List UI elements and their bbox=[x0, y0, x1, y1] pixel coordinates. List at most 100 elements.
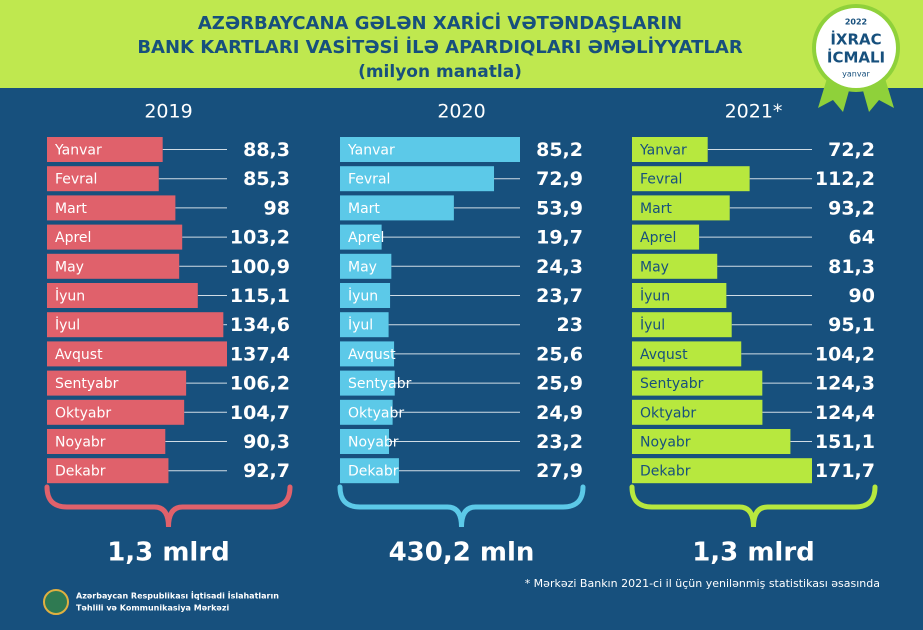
value-label: 104,2 bbox=[815, 343, 875, 365]
value-label: 103,2 bbox=[230, 227, 290, 249]
month-label: Sentyabr bbox=[55, 376, 119, 392]
bar bbox=[340, 341, 395, 367]
month-label: Avqust bbox=[55, 347, 103, 363]
month-label: Oktyabr bbox=[55, 405, 111, 421]
bar bbox=[632, 312, 732, 338]
brace bbox=[337, 484, 586, 528]
value-label: 137,4 bbox=[230, 343, 290, 365]
value-label: 72,2 bbox=[828, 139, 875, 161]
bar bbox=[340, 283, 391, 308]
month-label: Yanvar bbox=[347, 143, 395, 159]
bar bbox=[632, 253, 718, 279]
value-label: 23,2 bbox=[536, 431, 583, 453]
value-label: 151,1 bbox=[815, 431, 875, 453]
month-label: May bbox=[348, 259, 377, 275]
bar bbox=[47, 341, 227, 367]
bar bbox=[47, 253, 180, 279]
value-label: 106,2 bbox=[230, 373, 290, 395]
bar bbox=[340, 224, 382, 250]
banner bbox=[0, 0, 923, 88]
month-label: Noyabr bbox=[640, 435, 691, 451]
month-label: Noyabr bbox=[55, 435, 106, 451]
total: 1,3 mlrd bbox=[107, 538, 230, 568]
month-label: Dekabr bbox=[640, 464, 691, 480]
value-label: 93,2 bbox=[828, 197, 875, 219]
value-label: 23,7 bbox=[536, 285, 583, 307]
panel-title: 2019 bbox=[144, 101, 192, 123]
bar bbox=[340, 312, 389, 338]
value-label: 27,9 bbox=[536, 460, 583, 482]
bar bbox=[47, 195, 176, 221]
value-label: 25,6 bbox=[536, 343, 583, 365]
panel-title: 2021* bbox=[725, 101, 783, 123]
bar bbox=[47, 137, 163, 162]
footnote: * Mərkəzi Bankın 2021-ci il üçün yenilən… bbox=[525, 577, 880, 590]
bar bbox=[340, 399, 393, 425]
bar bbox=[340, 370, 395, 396]
month-label: İyun bbox=[348, 287, 378, 305]
value-label: 64 bbox=[849, 227, 875, 249]
value-label: 24,9 bbox=[536, 402, 583, 424]
month-label: Noyabr bbox=[348, 435, 399, 451]
month-label: Aprel bbox=[55, 230, 91, 246]
bar bbox=[632, 458, 812, 484]
month-label: May bbox=[55, 259, 84, 275]
organization: Azərbaycan Respublikası İqtisadi İslahat… bbox=[76, 591, 279, 601]
bar bbox=[47, 166, 159, 192]
badge-year: 2022 bbox=[845, 18, 867, 27]
month-label: İyun bbox=[640, 287, 670, 305]
value-label: 24,3 bbox=[536, 256, 583, 278]
value-label: 92,7 bbox=[243, 460, 290, 482]
panel-title: 2020 bbox=[437, 101, 485, 123]
bar bbox=[632, 224, 700, 250]
bar bbox=[632, 166, 750, 192]
bar bbox=[340, 195, 454, 221]
month-label: Aprel bbox=[640, 230, 676, 246]
month-label: Oktyabr bbox=[640, 405, 696, 421]
value-label: 90,3 bbox=[243, 431, 290, 453]
badge-text: İXRAC bbox=[830, 30, 881, 49]
value-label: 23 bbox=[557, 314, 583, 336]
value-label: 134,6 bbox=[230, 314, 290, 336]
bar bbox=[47, 458, 169, 484]
bar bbox=[632, 341, 742, 367]
value-label: 88,3 bbox=[243, 139, 290, 161]
organization: Təhlili və Kommunikasiya Mərkəzi bbox=[76, 604, 229, 613]
month-label: İyun bbox=[55, 287, 85, 305]
bar bbox=[47, 370, 187, 396]
bar bbox=[47, 224, 183, 250]
title-line: (milyon manatla) bbox=[358, 62, 522, 82]
bar bbox=[47, 283, 198, 308]
month-label: Yanvar bbox=[639, 143, 687, 159]
total: 430,2 mln bbox=[389, 538, 535, 568]
bar bbox=[632, 399, 763, 425]
bar bbox=[47, 312, 224, 338]
month-label: İyul bbox=[55, 316, 80, 334]
title-line: AZƏRBAYCANA GƏLƏN XARİCİ VƏTƏNDAŞLARIN bbox=[198, 12, 682, 34]
month-label: Aprel bbox=[348, 230, 384, 246]
value-label: 19,7 bbox=[536, 227, 583, 249]
month-label: Fevral bbox=[640, 172, 682, 188]
month-label: Dekabr bbox=[348, 464, 399, 480]
value-label: 112,2 bbox=[815, 168, 875, 190]
month-label: Fevral bbox=[55, 172, 97, 188]
month-label: Dekabr bbox=[55, 464, 106, 480]
value-label: 100,9 bbox=[230, 256, 290, 278]
bar bbox=[340, 166, 495, 192]
value-label: 124,4 bbox=[815, 402, 875, 424]
bar bbox=[340, 429, 390, 454]
value-label: 81,3 bbox=[828, 256, 875, 278]
title-line: BANK KARTLARI VASİTƏSİ İLƏ APARDIQLARI Ə… bbox=[137, 36, 743, 58]
value-label: 25,9 bbox=[536, 373, 583, 395]
month-label: Fevral bbox=[348, 172, 390, 188]
month-label: Mart bbox=[348, 201, 380, 217]
value-label: 124,3 bbox=[815, 373, 875, 395]
value-label: 95,1 bbox=[828, 314, 875, 336]
bar bbox=[632, 429, 791, 454]
value-label: 90 bbox=[849, 285, 875, 307]
month-label: İyul bbox=[640, 316, 665, 334]
bar bbox=[632, 137, 708, 162]
badge: 2022 İXRAC İCMALI yanvar bbox=[812, 4, 900, 112]
month-label: Sentyabr bbox=[348, 376, 412, 392]
